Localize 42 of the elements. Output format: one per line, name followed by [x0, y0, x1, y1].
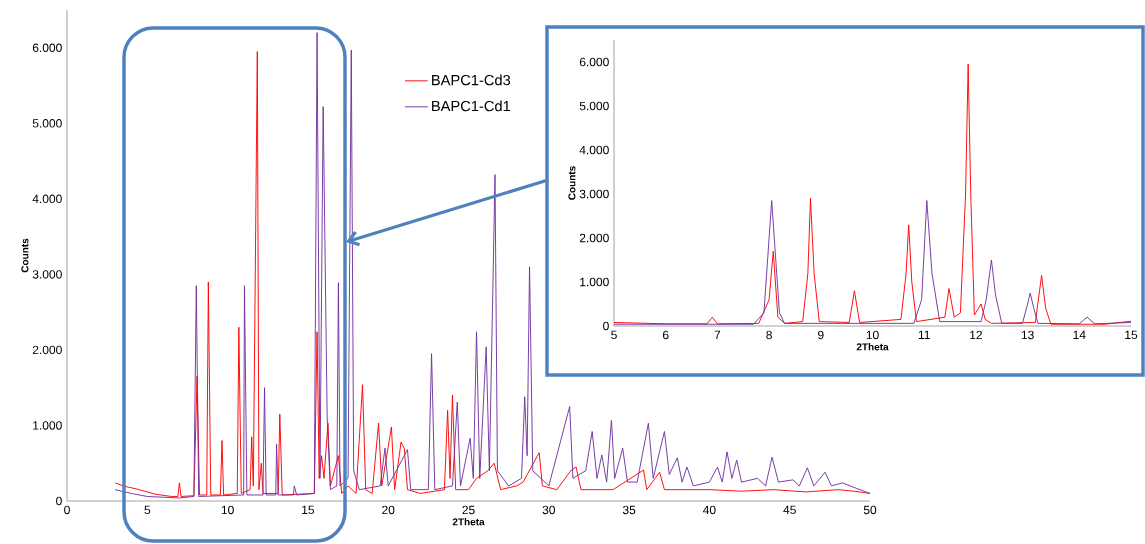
y-tick-label: 0 [603, 321, 609, 331]
y-tick-label: 2.000 [32, 345, 62, 355]
x-tick-label: 7 [714, 330, 721, 339]
x-tick-label: 8 [766, 330, 772, 340]
x-tick-label: 11 [918, 330, 930, 339]
y-axis-title: Counts [21, 238, 29, 273]
y-tick-label: 5.000 [579, 101, 609, 111]
x-tick-label: 10 [866, 330, 879, 340]
x-tick-label: 35 [622, 505, 636, 515]
x-tick-label: 20 [382, 505, 395, 515]
x-tick-label: 13 [1021, 330, 1034, 340]
x-tick-label: 45 [783, 505, 796, 515]
x-tick-label: 40 [703, 505, 716, 515]
x-tick-label: 5 [144, 505, 151, 515]
y-tick-label: 1.000 [580, 277, 609, 287]
x-tick-label: 9 [818, 330, 824, 340]
x-tick-label: 15 [302, 505, 315, 515]
y-tick-label: 3.000 [579, 189, 609, 199]
x-axis-title: 2Theta [856, 343, 889, 351]
x-tick-label: 50 [863, 505, 877, 515]
y-axis-title: Counts [568, 166, 576, 200]
y-tick-label: 2.000 [579, 233, 609, 243]
y-tick-label: 4.000 [32, 194, 62, 204]
x-axis-title: 2Theta [452, 518, 485, 526]
x-tick-label: 25 [462, 505, 475, 515]
legend-label: BAPC1-Cd1 [432, 100, 511, 112]
y-tick-label: 4.000 [579, 145, 609, 155]
y-tick-label: 3.000 [32, 270, 62, 279]
y-tick-label: 1.000 [33, 421, 62, 430]
x-tick-label: 14 [1073, 330, 1086, 339]
x-tick-label: 5 [611, 330, 617, 340]
y-tick-label: 5.000 [32, 119, 62, 128]
x-tick-label: 12 [970, 330, 982, 340]
y-tick-label: 6.000 [32, 43, 62, 53]
y-tick-label: 0 [56, 496, 62, 506]
x-tick-label: 6 [662, 330, 669, 340]
legend-label: BAPC1-Cd3 [432, 74, 511, 86]
x-tick-label: 15 [1125, 330, 1138, 340]
x-tick-label: 10 [221, 505, 234, 515]
x-tick-label: 30 [542, 505, 556, 515]
y-tick-label: 6.000 [579, 57, 609, 67]
x-tick-label: 0 [64, 505, 70, 515]
